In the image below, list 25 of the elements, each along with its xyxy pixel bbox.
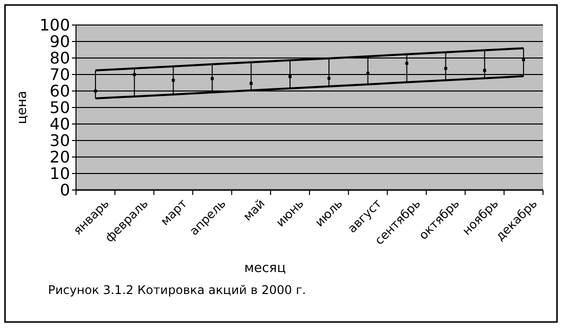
y-tick-label: 80 xyxy=(50,48,70,68)
y-tick-label: 0 xyxy=(60,180,70,200)
text: Рисунок 3.1.2 Котировка акций в 2000 г. xyxy=(48,283,306,297)
point xyxy=(405,62,408,65)
point xyxy=(444,66,448,70)
point xyxy=(288,75,292,78)
y-tick-label: 100 xyxy=(39,16,70,34)
point xyxy=(132,73,136,76)
y-tick-label: 50 xyxy=(50,98,70,117)
point xyxy=(327,76,330,80)
point xyxy=(250,82,253,85)
point xyxy=(94,90,97,92)
y-tick-label: 10 xyxy=(50,164,70,183)
y-tick-label: 70 xyxy=(50,65,70,84)
y-axis-title: цена xyxy=(15,90,30,124)
point xyxy=(210,77,214,80)
y-tick-label: 40 xyxy=(50,114,70,134)
point xyxy=(172,78,175,82)
y-tick-label: 20 xyxy=(50,148,70,166)
point xyxy=(483,68,486,72)
y-tick-label: 30 xyxy=(50,131,70,150)
x-axis-title: месяц xyxy=(244,261,286,276)
point xyxy=(522,58,526,62)
y-tick-label: 90 xyxy=(50,32,70,51)
y-tick-label: 60 xyxy=(50,82,70,100)
